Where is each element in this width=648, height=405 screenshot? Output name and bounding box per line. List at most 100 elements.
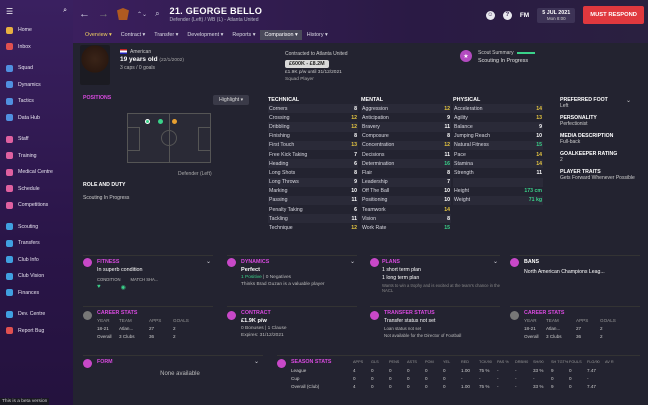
attribute-row[interactable]: Aggression 12 xyxy=(361,104,451,114)
attribute-row[interactable]: Jumping Reach 10 xyxy=(453,132,543,141)
search-icon[interactable]: ⌕ xyxy=(63,7,67,14)
attribute-row[interactable]: Agility 13 xyxy=(453,113,543,122)
attribute-row[interactable]: Positioning 10 xyxy=(361,195,451,206)
sidebar-item-transfers[interactable]: Transfers xyxy=(0,235,73,252)
attribute-row[interactable]: Corners 8 xyxy=(268,104,358,114)
transfer-value[interactable]: £600K - £8.2M xyxy=(285,60,329,68)
sidebar-item-club-info[interactable]: Club Info xyxy=(0,252,73,269)
attribute-row[interactable]: Height 173 cm xyxy=(453,187,543,196)
attribute-row[interactable]: Acceleration 14 xyxy=(453,104,543,114)
chevron-down-icon[interactable]: ⌄ xyxy=(626,98,632,104)
attribute-row[interactable]: Long Shots 8 xyxy=(268,168,358,177)
attribute-row[interactable]: Off The Ball 10 xyxy=(361,187,451,196)
attribute-row[interactable]: Bravery 11 xyxy=(361,122,451,132)
attribute-row[interactable]: Heading 6 xyxy=(268,159,358,169)
fitness-panel[interactable]: FITNESS In superb condition CONDITION MA… xyxy=(83,255,213,305)
tab-transfer[interactable]: Transfer ▾ xyxy=(154,32,179,38)
chevron-down-icon[interactable]: ⌄ xyxy=(205,259,211,265)
attribute-row[interactable]: Vision 8 xyxy=(361,214,451,224)
must-respond-button[interactable]: MUST RESPOND xyxy=(583,6,644,24)
attribute-row[interactable]: Dribbling 12 xyxy=(268,122,358,132)
attribute-row[interactable]: Technique 12 xyxy=(268,223,358,232)
table-row[interactable]: Overall (Club) 4 0 0 0 0 0 1.00 75 % - - 33 % 9 0 7.47 xyxy=(291,382,640,390)
attribute-row[interactable]: Teamwork 14 xyxy=(361,205,451,214)
sidebar-item-finances[interactable]: Finances xyxy=(0,285,73,302)
sidebar-item-dev-centre[interactable]: Dev. Centre xyxy=(0,306,73,323)
help-icon[interactable]: ? xyxy=(502,10,512,20)
attribute-row[interactable]: Natural Fitness 15 xyxy=(453,140,543,150)
table-row[interactable]: Overall 3 Clubs 36 2 xyxy=(97,332,213,340)
sidebar-item-medical-centre[interactable]: Medical Centre xyxy=(0,164,73,181)
forward-icon[interactable]: → xyxy=(98,8,109,20)
sidebar-item-home[interactable]: Home xyxy=(0,22,73,39)
tab-reports[interactable]: Reports ▾ xyxy=(232,32,256,38)
attribute-row[interactable]: Anticipation 9 xyxy=(361,113,451,122)
attribute-row[interactable]: Free Kick Taking 7 xyxy=(268,150,358,159)
attribute-row[interactable]: Strength 11 xyxy=(453,168,543,177)
tab-development[interactable]: Development ▾ xyxy=(187,32,224,38)
contract-panel[interactable]: CONTRACT £1.9K p/w 0 Bonuses | 1 Clause … xyxy=(227,306,357,352)
tab-contract[interactable]: Contract ▾ xyxy=(120,32,146,38)
season-stats-panel[interactable]: SEASON STATS APPS GLS PENS ASTS POM YEL RED TCK/… xyxy=(277,355,640,403)
dynamics-panel[interactable]: DYNAMICS Perfect 1 Positive | 0 Negative… xyxy=(227,255,357,305)
attribute-row[interactable]: Stamina 14 xyxy=(453,159,543,169)
attribute-row[interactable]: Concentration 12 xyxy=(361,140,451,150)
attribute-row[interactable]: Pace 14 xyxy=(453,150,543,159)
sidebar-item-club-vision[interactable]: Club Vision xyxy=(0,268,73,285)
sidebar-item-staff[interactable]: Staff xyxy=(0,131,73,148)
sidebar-item-schedule[interactable]: Schedule xyxy=(0,181,73,198)
table-row[interactable]: League 4 0 0 0 0 0 1.00 75 % - - 33 % 9 0 7.47 xyxy=(291,366,640,374)
table-row[interactable]: 18-21 Atlan... 27 2 xyxy=(97,324,213,332)
tab-overview[interactable]: Overview ▾ xyxy=(85,32,112,38)
highlight-dropdown[interactable]: Highlight ▾ xyxy=(213,95,250,105)
sidebar-item-competitions[interactable]: Competitions xyxy=(0,197,73,214)
positions-label[interactable]: POSITIONS xyxy=(83,95,112,101)
sidebar-item-dynamics[interactable]: Dynamics xyxy=(0,77,73,94)
tab-comparison[interactable]: Comparison ▾ xyxy=(260,30,302,40)
chevron-down-icon[interactable]: ⌄ xyxy=(349,259,355,265)
attribute-row[interactable]: Determination 16 xyxy=(361,159,451,169)
scout-summary[interactable]: ★ Scout Summary Scouting In Progress xyxy=(460,50,535,64)
attribute-row[interactable]: Balance 9 xyxy=(453,122,543,132)
attribute-row[interactable] xyxy=(453,177,543,187)
table-row[interactable]: Overall 3 Clubs 36 2 xyxy=(524,332,640,340)
attribute-row[interactable]: Leadership 7 xyxy=(361,177,451,187)
chevron-down-icon[interactable]: ⌄ xyxy=(492,259,498,265)
club-badge-icon[interactable] xyxy=(117,8,129,20)
plans-panel[interactable]: PLANS 1 short term plan 1 long term plan… xyxy=(370,255,500,305)
chevron-down-icon[interactable]: ⌄ xyxy=(253,359,259,365)
sidebar-item-data-hub[interactable]: Data Hub xyxy=(0,110,73,127)
bans-panel[interactable]: BANS North American Champions Leag... xyxy=(510,255,640,305)
attribute-row[interactable]: Tackling 11 xyxy=(268,214,358,224)
sidebar-item-inbox[interactable]: Inbox xyxy=(0,39,73,56)
attribute-row[interactable]: Decisions 11 xyxy=(361,150,451,159)
sidebar-item-report-bug[interactable]: Report Bug xyxy=(0,323,73,340)
attribute-row[interactable]: Work Rate 15 xyxy=(361,223,451,232)
contract-summary[interactable]: Contracted to Atlanta United £600K - £8.… xyxy=(285,51,348,82)
sidebar-item-training[interactable]: Training xyxy=(0,148,73,165)
attribute-row[interactable]: Long Throws 9 xyxy=(268,177,358,187)
tab-history[interactable]: History ▾ xyxy=(306,32,328,38)
date-box[interactable]: 5 JUL 2021 Mon 8:00 xyxy=(537,7,576,23)
attribute-row[interactable]: Penalty Taking 6 xyxy=(268,205,358,214)
attribute-row[interactable]: Weight 71 kg xyxy=(453,195,543,206)
sidebar-item-tactics[interactable]: Tactics xyxy=(0,93,73,110)
search-icon[interactable]: ⌕ xyxy=(155,9,160,18)
attribute-row[interactable]: Finishing 8 xyxy=(268,132,358,141)
sidebar-item-scouting[interactable]: Scouting xyxy=(0,219,73,236)
fm-button[interactable]: FM xyxy=(519,11,530,19)
attribute-row[interactable]: Marking 10 xyxy=(268,187,358,196)
menu-icon[interactable]: ☰ xyxy=(6,6,14,16)
career-stats-panel[interactable]: CAREER STATS YEAR TEAM APPS GOALS 18-21 Atlan… xyxy=(83,306,213,352)
form-panel[interactable]: FORM None available ⌄ xyxy=(83,355,263,403)
attribute-row[interactable]: Composure 8 xyxy=(361,132,451,141)
transfer-status-panel[interactable]: TRANSFER STATUS Transfer status not set … xyxy=(370,306,500,352)
table-row[interactable]: Cup 0 0 0 0 0 0 - - - - - 0 0 - xyxy=(291,374,640,382)
attribute-row[interactable]: Crossing 12 xyxy=(268,113,358,122)
career-stats-panel-2[interactable]: CAREER STATS YEAR TEAM APPS GOALS 18-21 Atlan… xyxy=(510,306,640,352)
attribute-row[interactable]: Passing 11 xyxy=(268,195,358,206)
back-icon[interactable]: ← xyxy=(79,8,90,20)
attribute-row[interactable]: Flair 8 xyxy=(361,168,451,177)
sidebar-item-squad[interactable]: Squad xyxy=(0,60,73,77)
chevrons-icon[interactable]: ⌃⌄ xyxy=(137,11,148,18)
